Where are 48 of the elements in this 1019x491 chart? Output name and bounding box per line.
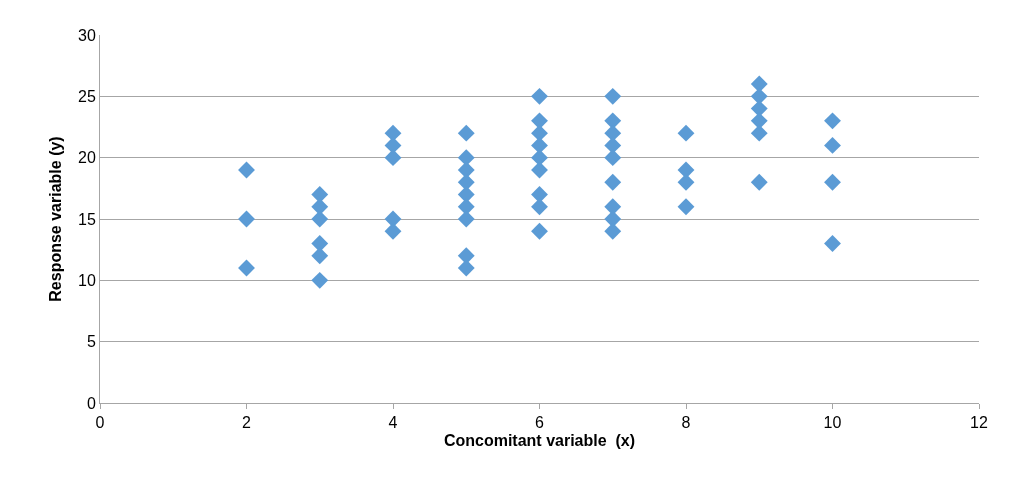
point [824, 136, 841, 154]
point [750, 75, 768, 93]
point [238, 259, 255, 277]
point [531, 198, 548, 216]
point [824, 112, 841, 130]
x-tick-label: 2 [242, 414, 252, 432]
y-tick-label: 0 [86, 394, 96, 412]
point [604, 173, 622, 191]
point [677, 161, 695, 179]
point [457, 124, 475, 142]
point [238, 210, 255, 228]
point [750, 173, 768, 191]
point [457, 210, 475, 228]
x-tick-label: 6 [535, 414, 545, 432]
point [457, 161, 475, 179]
point [531, 161, 548, 179]
point [604, 210, 622, 228]
y-tick-label: 5 [86, 333, 96, 351]
x-tick-label: 10 [823, 414, 842, 432]
point [531, 186, 548, 203]
y-tick-label: 25 [78, 87, 96, 105]
point [311, 210, 329, 228]
point [677, 198, 695, 216]
point [457, 259, 475, 277]
point [604, 87, 622, 105]
x-tick-label: 4 [388, 414, 398, 432]
point [531, 222, 548, 240]
point [824, 173, 841, 191]
y-tick-label: 10 [78, 271, 96, 289]
point [311, 186, 329, 203]
y-tick-label: 15 [78, 210, 96, 228]
point [824, 235, 841, 252]
y-tick-label: 30 [78, 26, 96, 44]
point [604, 149, 622, 167]
point [531, 87, 548, 105]
point [384, 149, 402, 167]
point [677, 124, 695, 142]
point [311, 247, 329, 265]
point [384, 210, 402, 228]
point [457, 186, 475, 203]
x-tick-label: 12 [970, 414, 988, 432]
point [311, 235, 329, 252]
point [311, 271, 329, 289]
x-tick-label: 8 [681, 414, 691, 432]
x-axis-title: Concomitant variable (x) [443, 431, 636, 449]
y-axis-title: Response variable (y) [46, 136, 64, 302]
point [238, 161, 255, 179]
y-tick-label: 20 [78, 149, 96, 167]
